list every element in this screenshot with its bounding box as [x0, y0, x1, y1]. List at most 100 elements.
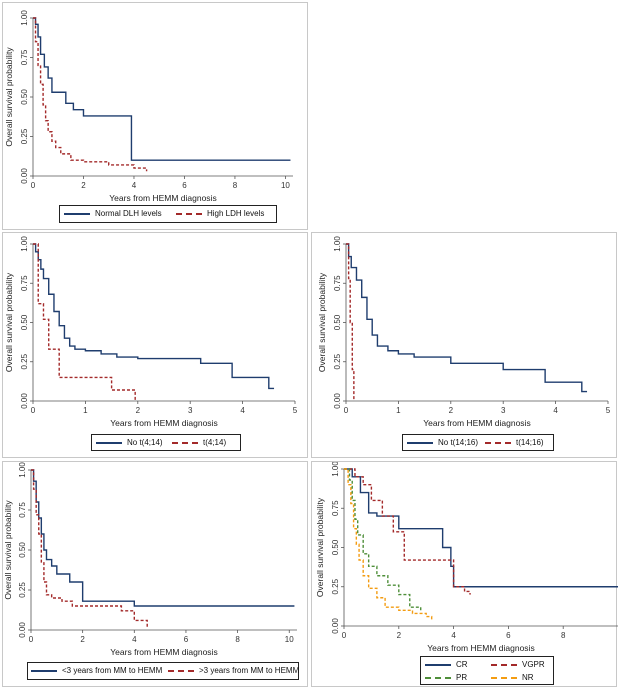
legend-item-cr: CR	[425, 660, 468, 669]
series-line-high-ldh-levels	[33, 17, 148, 172]
km-plot-t414: 0 1 2 3 4 5 0.00 0.25 0.50 0.75 1.00 Years from HEM…	[4, 236, 298, 428]
y-tick-label: 1.00	[20, 10, 29, 26]
legend-item-t414: t(4;14)	[172, 438, 226, 447]
km-plot-ldh: 0 2 4 6 8 10 0.00 0.25 0.50 0.75 1.00 Years from HE…	[4, 10, 293, 203]
x-tick-label: 0	[344, 406, 349, 415]
y-tick-label: 0.00	[20, 168, 29, 184]
y-tick-label: 0.50	[20, 314, 29, 330]
legend-item-no-t414: No t(4;14)	[96, 438, 163, 447]
x-tick-label: 4	[132, 635, 137, 644]
y-tick-label: 0.75	[20, 49, 29, 65]
y-tick-label: 0.25	[333, 353, 342, 369]
y-tick-label: 0.75	[20, 275, 29, 291]
y-axis-label: Overall survival probability	[4, 272, 14, 372]
legend-item-pr: PR	[425, 673, 467, 682]
series-line-3-years-from-mm-to-hemm	[31, 469, 295, 607]
legend-item-over-3y: >3 years from MM to HEMM	[168, 666, 299, 675]
x-tick-label: 8	[561, 631, 566, 640]
series-line-t-4-14	[33, 243, 136, 401]
x-tick-label: 0	[29, 635, 34, 644]
km-plot-t1416: 0 1 2 3 4 5 0.00 0.25 0.50 0.75 1.00 Years from HEM…	[317, 236, 611, 428]
panel-t1416: 0 1 2 3 4 5 0.00 0.25 0.50 0.75 1.00 Years from HEM…	[311, 232, 617, 458]
km-plot-response: 0 2 4 6 8 0.00 0.25 0.50 0.75 1.00 Years from HEMM…	[315, 462, 618, 653]
y-tick-label: 0.00	[333, 393, 342, 409]
x-tick-label: 4	[553, 406, 558, 415]
y-tick-label: 0.75	[18, 502, 27, 518]
y-tick-label: 0.25	[20, 353, 29, 369]
series-line-3-years-from-mm-to-hemm	[31, 469, 148, 627]
legend-mm-time: <3 years from MM to HEMM >3 years from M…	[27, 662, 299, 680]
y-tick-label: 0.75	[331, 500, 340, 516]
km-plot-mm-time: 0 2 4 6 8 10 0.00 0.25 0.50 0.75 1.00 Years from HE…	[3, 462, 297, 657]
panel-ldh: 0 2 4 6 8 10 0.00 0.25 0.50 0.75 1.00 Years from HE…	[2, 2, 308, 230]
y-tick-label: 1.00	[331, 462, 340, 477]
legend-response: CR VGPR PR NR	[420, 656, 554, 685]
x-tick-label: 2	[397, 631, 402, 640]
x-tick-label: 4	[451, 631, 456, 640]
y-tick-label: 0.00	[20, 393, 29, 409]
series-line-t-14-16	[346, 243, 355, 401]
series-line-no-t-14-16	[346, 243, 588, 393]
y-axis-label: Overall survival probability	[317, 272, 327, 372]
x-tick-label: 1	[396, 406, 401, 415]
y-tick-label: 0.50	[331, 539, 340, 555]
x-tick-label: 6	[506, 631, 511, 640]
legend-ldh: Normal DLH levels High LDH levels	[59, 205, 277, 223]
y-axis-label: Overall survival probability	[315, 497, 325, 597]
x-tick-label: 10	[281, 181, 290, 190]
x-tick-label: 2	[136, 406, 141, 415]
x-axis-label: Years from HEMM diagnosis	[423, 418, 530, 428]
y-tick-label: 0.00	[18, 622, 27, 638]
x-tick-label: 0	[342, 631, 347, 640]
y-tick-label: 0.50	[333, 314, 342, 330]
x-tick-label: 1	[83, 406, 88, 415]
series-line-normal-dlh-levels	[33, 17, 291, 161]
y-tick-label: 0.00	[331, 618, 340, 634]
panel-mm-time: 0 2 4 6 8 10 0.00 0.25 0.50 0.75 1.00 Years from HE…	[2, 461, 308, 687]
x-tick-label: 0	[31, 181, 36, 190]
x-tick-label: 6	[182, 181, 187, 190]
series-line-cr	[344, 468, 618, 588]
series-line-nr	[344, 468, 433, 622]
x-tick-label: 0	[31, 406, 36, 415]
x-tick-label: 2	[81, 181, 86, 190]
y-tick-label: 0.50	[20, 89, 29, 105]
legend-t414: No t(4;14) t(4;14)	[91, 434, 241, 451]
legend-item-nr: NR	[491, 673, 534, 682]
x-axis-label: Years from HEMM diagnosis	[110, 418, 217, 428]
x-tick-label: 10	[285, 635, 294, 644]
x-axis-label: Years from HEMM diagnosis	[427, 643, 534, 653]
x-tick-label: 3	[188, 406, 193, 415]
x-axis-label: Years from HEMM diagnosis	[110, 647, 217, 657]
y-tick-label: 0.25	[18, 582, 27, 598]
y-tick-label: 0.25	[20, 128, 29, 144]
series-line-vgpr	[344, 468, 471, 595]
x-tick-label: 5	[606, 406, 611, 415]
x-tick-label: 4	[132, 181, 137, 190]
x-tick-label: 6	[184, 635, 189, 644]
x-tick-label: 8	[235, 635, 240, 644]
x-tick-label: 2	[80, 635, 85, 644]
y-tick-label: 1.00	[20, 236, 29, 252]
y-tick-label: 0.25	[331, 578, 340, 594]
series-line-pr	[344, 468, 422, 611]
y-tick-label: 1.00	[333, 236, 342, 252]
legend-item-high-ldh: High LDH levels	[176, 209, 264, 218]
legend-t1416: No t(14;16) t(14;16)	[402, 434, 554, 451]
y-axis-label: Overall survival probability	[3, 500, 13, 600]
panel-t414: 0 1 2 3 4 5 0.00 0.25 0.50 0.75 1.00 Years from HEM…	[2, 232, 308, 458]
x-tick-label: 3	[501, 406, 506, 415]
legend-item-under-3y: <3 years from MM to HEMM	[31, 666, 162, 675]
y-tick-label: 0.50	[18, 542, 27, 558]
y-tick-label: 0.75	[333, 275, 342, 291]
y-tick-label: 1.00	[18, 462, 27, 478]
y-axis-label: Overall survival probability	[4, 47, 14, 147]
series-line-no-t-4-14	[33, 243, 275, 390]
legend-item-normal-ldh: Normal DLH levels	[64, 209, 162, 218]
legend-item-no-t1416: No t(14;16)	[407, 438, 478, 447]
x-tick-label: 2	[449, 406, 454, 415]
panel-response: 0 2 4 6 8 0.00 0.25 0.50 0.75 1.00 Years from HEMM…	[311, 461, 618, 687]
x-axis-label: Years from HEMM diagnosis	[109, 193, 216, 203]
legend-item-t1416: t(14;16)	[485, 438, 544, 447]
x-tick-label: 8	[233, 181, 238, 190]
